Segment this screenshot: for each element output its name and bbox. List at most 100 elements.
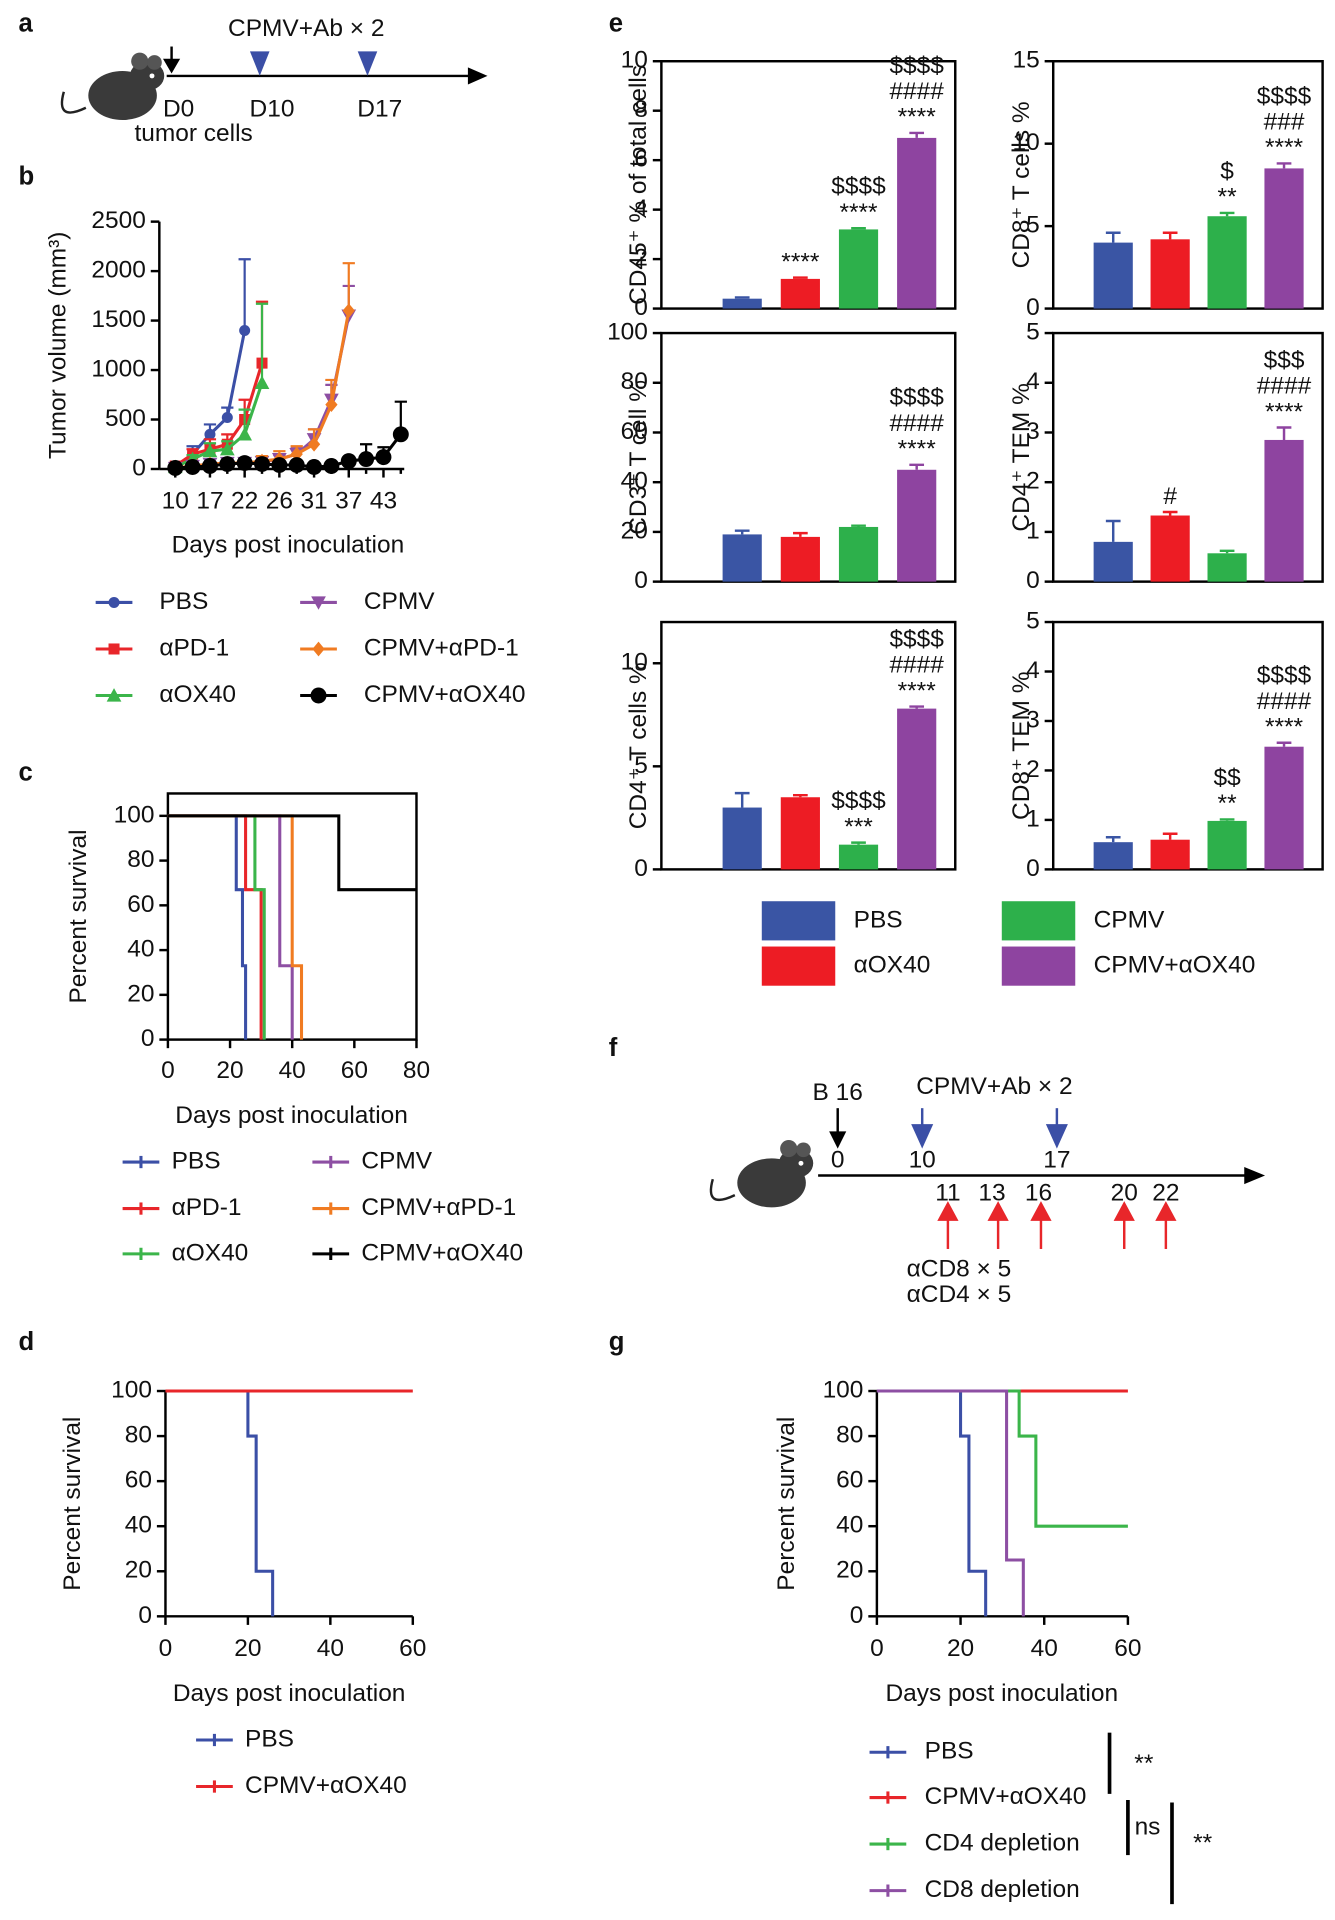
error-bar [851, 524, 866, 527]
marker [108, 596, 120, 608]
marker [306, 459, 323, 475]
y-tick-label: 0 [141, 1025, 155, 1052]
dose-marker [357, 51, 378, 76]
bar [1093, 541, 1133, 582]
significance: *** [844, 813, 873, 840]
marker [108, 643, 120, 655]
significance: **** [781, 248, 820, 275]
legend-label: CD8 depletion [925, 1876, 1080, 1903]
y-tick-label: 2 [1026, 756, 1040, 783]
marker [340, 453, 357, 470]
error-bar [909, 463, 925, 470]
significance: $ [1220, 158, 1234, 185]
error-bar [734, 296, 750, 299]
error-bar [793, 276, 808, 279]
error-bar [734, 791, 750, 808]
legend-label: αPD-1 [172, 1194, 242, 1221]
error-bar [1219, 211, 1235, 217]
bar [1207, 553, 1247, 582]
y-tick-label: 100 [823, 1376, 864, 1403]
error-bar [734, 529, 750, 535]
survival-curve [876, 1389, 1128, 1528]
legend-label: CPMV+αOX40 [245, 1772, 407, 1799]
error-bar [1105, 231, 1121, 243]
bar [780, 536, 820, 582]
error-bar [909, 705, 925, 709]
y-tick-label: 2 [634, 245, 648, 272]
y-axis-label: CD4⁺ T cells % [625, 662, 652, 829]
x-tick-label: 40 [279, 1057, 306, 1084]
legend-label: CPMV+αPD-1 [361, 1194, 516, 1221]
legend-label: PBS [854, 906, 903, 933]
error-bar [1219, 549, 1235, 554]
marker [312, 641, 325, 657]
legend-label: αPD-1 [159, 634, 229, 661]
bar [838, 526, 879, 582]
x-tick-label: 0 [161, 1057, 175, 1084]
y-tick-label: 3 [1026, 418, 1040, 445]
significance: #### [889, 78, 944, 105]
panel-letter: g [609, 1328, 625, 1356]
significance: #### [1257, 373, 1312, 400]
y-tick-label: 0 [634, 294, 648, 321]
cell-line: B 16 [813, 1079, 863, 1106]
legend-label: CPMV+αPD-1 [364, 634, 519, 661]
error-bar [851, 226, 866, 230]
significance: **** [898, 436, 937, 463]
x-tick-label: 37 [335, 488, 362, 515]
significance: # [1163, 483, 1177, 510]
significance: **** [839, 199, 878, 226]
significance: #### [1257, 688, 1312, 715]
y-tick-label: 100 [111, 1376, 152, 1403]
legend-label: CPMV+αOX40 [361, 1239, 523, 1266]
bar [780, 278, 820, 309]
depletion-label: αCD4 × 5 [907, 1281, 1012, 1308]
start-note: tumor cells [134, 120, 252, 147]
day-label: 11 [935, 1179, 960, 1206]
day-label: 16 [1025, 1179, 1052, 1206]
y-axis-label: Tumor volume (mm³) [44, 232, 71, 459]
marker [254, 375, 270, 390]
bar [1264, 168, 1304, 309]
marker [375, 449, 392, 466]
day-label: D10 [250, 96, 295, 123]
y-axis-label: Percent survival [65, 829, 92, 1003]
x-tick-label: 20 [234, 1635, 261, 1662]
error-bar [909, 131, 925, 138]
legend-label: αOX40 [159, 681, 236, 708]
survival-curve [167, 814, 294, 1040]
x-tick-label: 26 [266, 488, 293, 515]
y-tick-label: 10 [621, 649, 648, 676]
x-tick-label: 22 [231, 488, 258, 515]
significance: $$ [1213, 764, 1241, 791]
plot-frame [660, 59, 957, 310]
y-tick-label: 1 [1026, 517, 1040, 544]
day-label: 13 [978, 1179, 1005, 1206]
survival-curve [167, 814, 417, 892]
bar [780, 797, 820, 870]
y-tick-label: 0 [1026, 855, 1040, 882]
marker [204, 428, 216, 440]
y-tick-label: 2 [1026, 468, 1040, 495]
x-axis-label: Days post inoculation [885, 1680, 1118, 1707]
y-tick-label: 80 [836, 1422, 863, 1449]
y-tick-label: 100 [114, 801, 155, 828]
legend-label: αOX40 [172, 1239, 249, 1266]
survival-curve [167, 814, 248, 1040]
y-tick-label: 60 [621, 418, 648, 445]
x-tick-label: 40 [1031, 1635, 1058, 1662]
y-tick-label: 5 [1026, 212, 1040, 239]
x-axis-label: Days post inoculation [175, 1102, 408, 1129]
x-tick-label: 20 [216, 1057, 243, 1084]
mouse-icon [60, 51, 166, 122]
panel-letter: d [19, 1328, 35, 1356]
significance: $$$$ [889, 384, 944, 411]
x-tick-label: 60 [1114, 1635, 1141, 1662]
y-axis-label: Percent survival [59, 1417, 86, 1591]
x-tick-label: 60 [399, 1635, 426, 1662]
significance: $$$ [1264, 347, 1305, 374]
significance: $$$$ [831, 788, 886, 815]
legend-label: CPMV [1094, 906, 1165, 933]
bar [1264, 439, 1304, 582]
